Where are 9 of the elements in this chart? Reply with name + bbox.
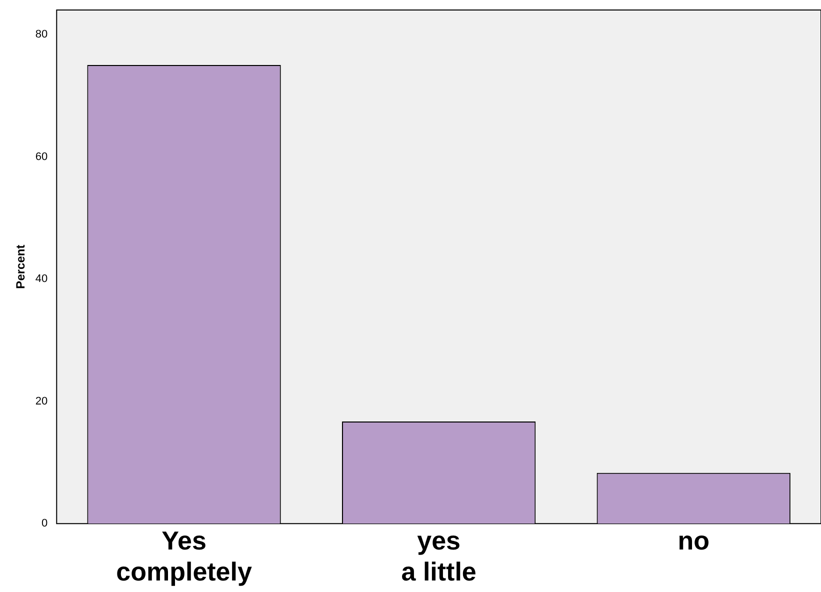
y-tick-label: 0 [42, 518, 48, 530]
y-tick-label: 60 [35, 150, 48, 163]
x-tick-label: Yes completely [116, 525, 252, 587]
x-tick-label: no [678, 525, 710, 556]
y-tick-label: 80 [35, 28, 48, 40]
y-tick-label: 20 [35, 395, 48, 408]
x-tick-label: yes a little [401, 525, 476, 587]
y-tick-label: 40 [35, 273, 48, 286]
y-axis-title: Percent [14, 244, 28, 289]
